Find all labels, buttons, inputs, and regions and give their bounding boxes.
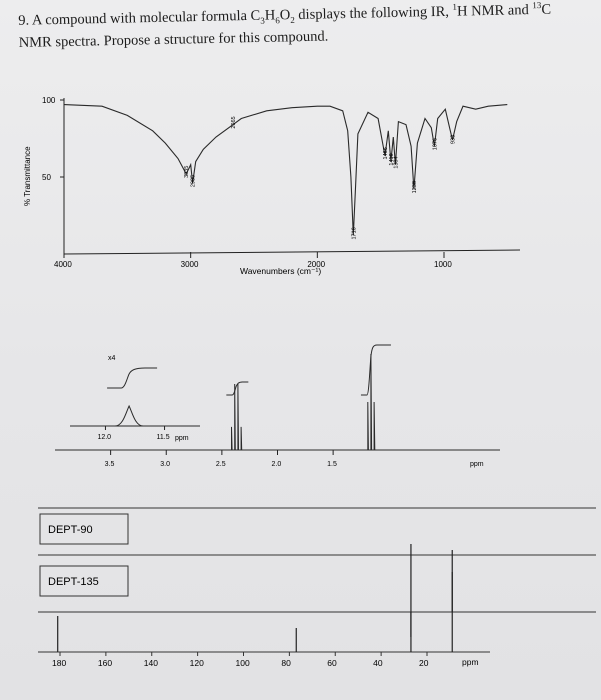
c-nmr-x-tick-label: 60 [327, 658, 337, 668]
h-nmr-x-tick-label: 2.0 [272, 461, 282, 468]
ir-peak-label: 2985 [191, 175, 197, 187]
ir-x-tick-label: 4000 [54, 260, 72, 269]
inset-spectrum-line [70, 404, 200, 427]
h-nmr-x-tick-label: 2.5 [216, 461, 226, 468]
ir-peak-label: 1419 [389, 153, 395, 165]
ir-peak-label: 1466 [383, 147, 389, 159]
ir-x-axis-label: Wavenumbers (cm⁻¹) [240, 266, 321, 276]
c-nmr-x-tick-label: 40 [373, 658, 383, 668]
c-nmr-x-tick-label: 120 [190, 658, 204, 668]
h-nmr-panel: 3.5 3.0 2.5 2.0 1.5 ppm 12.0 11.5 ppm x4 [55, 344, 500, 468]
dept90-label: DEPT-90 [48, 524, 93, 536]
ir-x-axis [63, 249, 521, 255]
h-nmr-x-tick-label: 3.5 [105, 461, 115, 468]
ir-x-tick-label: 2000 [307, 260, 325, 269]
c-nmr-x-tick-label: 160 [98, 658, 112, 668]
ir-x-tick-label: 1000 [434, 260, 452, 269]
c-nmr-x-tick-label: 100 [236, 658, 250, 668]
ir-x-ticks: 4000 3000 2000 1000 [54, 252, 452, 269]
ir-y-tick-label: 50 [42, 173, 51, 182]
c-nmr-panel: DEPT-90 DEPT-135 180 160 140 120 100 80 60 40 20… [38, 507, 596, 668]
inset-x-tick-label: 11.5 [157, 434, 170, 441]
c-nmr-x-tick-label: 140 [144, 658, 158, 668]
c-nmr-x-tick-label: 180 [52, 658, 66, 668]
inset-integral [107, 367, 158, 389]
ir-peak-label: 2665 [231, 116, 237, 128]
inset-x-tick-label: 12.0 [97, 434, 111, 441]
c-nmr-x-label: ppm [462, 657, 479, 667]
ir-peak-label: 1076 [432, 138, 438, 150]
ir-y-axis-label: % Transmittance [23, 146, 32, 206]
ir-spectrum-line [63, 104, 508, 236]
ir-peak-label: 1238 [412, 181, 418, 193]
c-nmr-x-ticks: 180 160 140 120 100 80 60 40 20 [52, 652, 429, 668]
c-nmr-x-tick-label: 20 [419, 658, 429, 668]
h-nmr-x-ticks: 3.5 3.0 2.5 2.0 1.5 [105, 450, 337, 468]
ir-y-ticks: 100 50 [42, 96, 64, 182]
dept135-box [39, 565, 129, 597]
ir-y-tick-label: 100 [42, 96, 56, 105]
ir-x-tick-label: 3000 [181, 260, 199, 269]
h-nmr-integral-triplet [360, 344, 391, 396]
ir-peak-label: 1716 [351, 227, 357, 239]
h-nmr-x-tick-label: 1.5 [327, 461, 337, 468]
dept90-box [39, 513, 129, 545]
ir-peak-label: 1384 [393, 156, 399, 168]
inset-x-ticks: 12.0 11.5 [97, 426, 170, 441]
inset-magnification: x4 [108, 355, 116, 362]
h-nmr-integral-quartet [226, 381, 249, 396]
c-nmr-peaks [57, 544, 453, 652]
h-nmr-x-tick-label: 3.0 [160, 461, 170, 468]
h-nmr-spectrum-line [55, 353, 500, 451]
c-nmr-x-tick-label: 80 [281, 658, 291, 668]
dept135-label: DEPT-135 [48, 576, 99, 588]
ir-peak-label: 933 [450, 135, 456, 144]
dept135-peaks [410, 572, 453, 637]
ir-peak-label: 3035 [184, 166, 190, 178]
h-nmr-inset: 12.0 11.5 ppm x4 [70, 355, 200, 442]
h-nmr-x-label: ppm [470, 461, 484, 468]
ir-spectrum-panel: % Transmittance Wavenumbers (cm⁻¹) 100 50… [23, 96, 521, 276]
inset-x-label: ppm [175, 435, 189, 442]
